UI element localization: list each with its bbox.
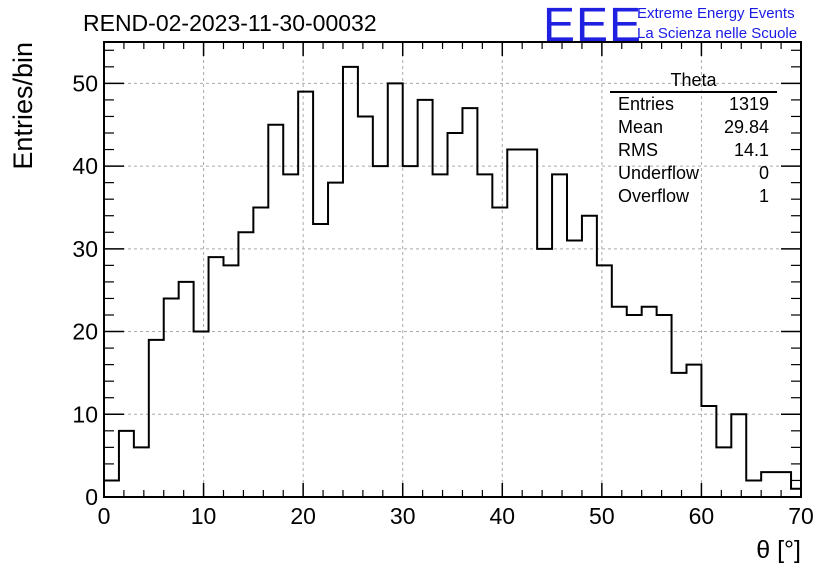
- y-tick-label: 20: [72, 319, 98, 345]
- stats-value: 0: [758, 163, 769, 183]
- eee-logo-line2: La Scienza nelle Scuole: [637, 25, 798, 42]
- grid-lines: [104, 42, 801, 497]
- x-tick-label: 50: [589, 503, 615, 529]
- stats-label: Entries: [618, 94, 675, 114]
- x-tick-label: 60: [689, 503, 715, 529]
- y-axis-label: Entries/bin: [8, 42, 38, 170]
- stats-label: Underflow: [618, 163, 700, 183]
- stats-label: Overflow: [618, 186, 690, 206]
- stats-box-title: Theta: [610, 70, 777, 93]
- stats-value: 1: [758, 186, 769, 206]
- stats-box: Theta Entries 1319 Mean 29.84 RMS 14.1 U…: [610, 70, 777, 208]
- stats-row-entries: Entries 1319: [610, 93, 777, 116]
- chart-title: REND-02-2023-11-30-00032: [83, 10, 377, 36]
- stats-label: Mean: [618, 117, 664, 137]
- stats-row-rms: RMS 14.1: [610, 139, 777, 162]
- y-tick-label: 10: [72, 401, 98, 427]
- stats-value: 1319: [728, 94, 769, 114]
- x-tick-label: 0: [98, 503, 111, 529]
- x-tick-label: 10: [191, 503, 217, 529]
- stats-value: 29.84: [723, 117, 769, 137]
- eee-logo: EEE: [543, 0, 643, 52]
- x-axis-label: θ [°]: [756, 536, 801, 564]
- eee-logo-line1: Extreme Energy Events: [637, 5, 795, 22]
- axis-ticks: [103, 42, 802, 498]
- plot-frame: [103, 41, 802, 498]
- x-tick-label: 40: [489, 503, 515, 529]
- stats-value: 14.1: [733, 140, 769, 160]
- stats-row-mean: Mean 29.84: [610, 116, 777, 139]
- histogram-series: [103, 65, 802, 497]
- x-tick-label: 30: [390, 503, 416, 529]
- x-tick-label: 20: [290, 503, 316, 529]
- stats-label: RMS: [618, 140, 658, 160]
- stats-row-overflow: Overflow 1: [610, 185, 777, 208]
- stats-row-underflow: Underflow 0: [610, 162, 777, 185]
- y-tick-label: 0: [85, 484, 98, 510]
- y-tick-label: 30: [72, 236, 98, 262]
- x-tick-label: 70: [788, 503, 814, 529]
- y-tick-label: 50: [72, 70, 98, 96]
- y-tick-label: 40: [72, 153, 98, 179]
